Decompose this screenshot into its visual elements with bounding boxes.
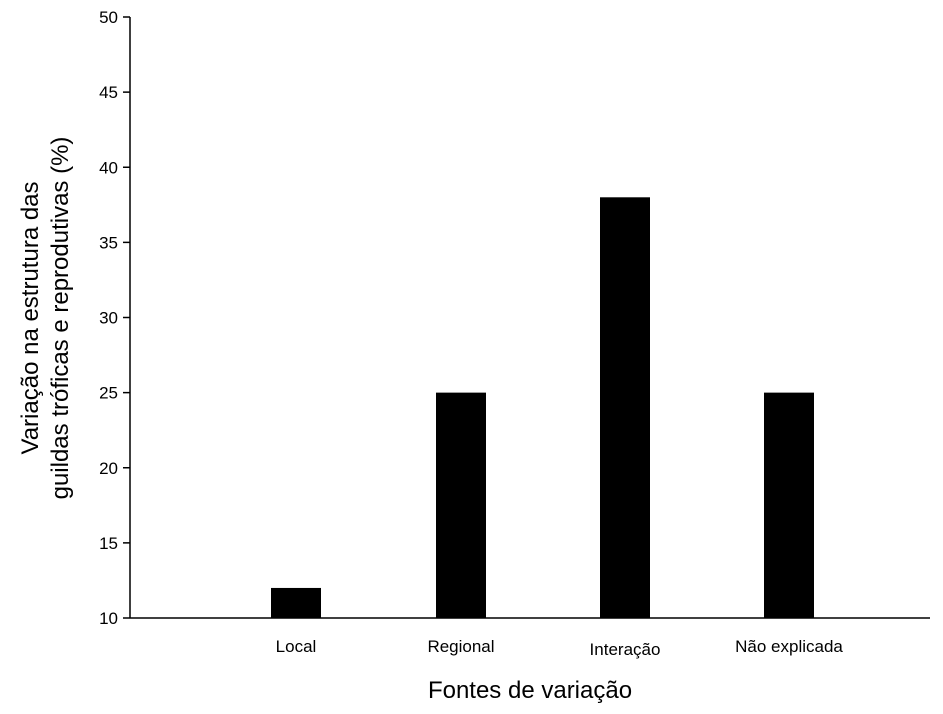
y-tick-label: 25 xyxy=(99,384,118,403)
y-tick-label: 35 xyxy=(99,233,118,252)
y-tick-label: 20 xyxy=(99,459,118,478)
y-tick-label: 30 xyxy=(99,309,118,328)
bar-0 xyxy=(271,587,321,618)
x-category-label: Regional xyxy=(427,637,494,656)
x-category-label: Não explicada xyxy=(735,637,843,656)
y-tick-label: 45 xyxy=(99,83,118,102)
x-category-label: Interação xyxy=(590,640,661,659)
x-category-label: Local xyxy=(276,637,317,656)
bar-2 xyxy=(600,197,650,619)
y-tick-label: 50 xyxy=(99,8,118,27)
x-axis-title: Fontes de variação xyxy=(428,677,632,704)
y-ticks: 10 15 20 25 30 35 40 45 50 xyxy=(99,8,130,628)
x-ticks: Local Regional Interação Não explicada xyxy=(276,637,844,659)
y-tick-label: 10 xyxy=(99,609,118,628)
bars-layer xyxy=(271,197,814,619)
y-axis-title-line-1: Variação na estrutura das xyxy=(17,181,44,454)
bar-3 xyxy=(764,392,814,618)
y-axis-title-line-2: guildas tróficas e reprodutivas (%) xyxy=(47,137,74,500)
bar-1 xyxy=(436,392,486,618)
y-tick-label: 15 xyxy=(99,534,118,553)
y-tick-label: 40 xyxy=(99,158,118,177)
